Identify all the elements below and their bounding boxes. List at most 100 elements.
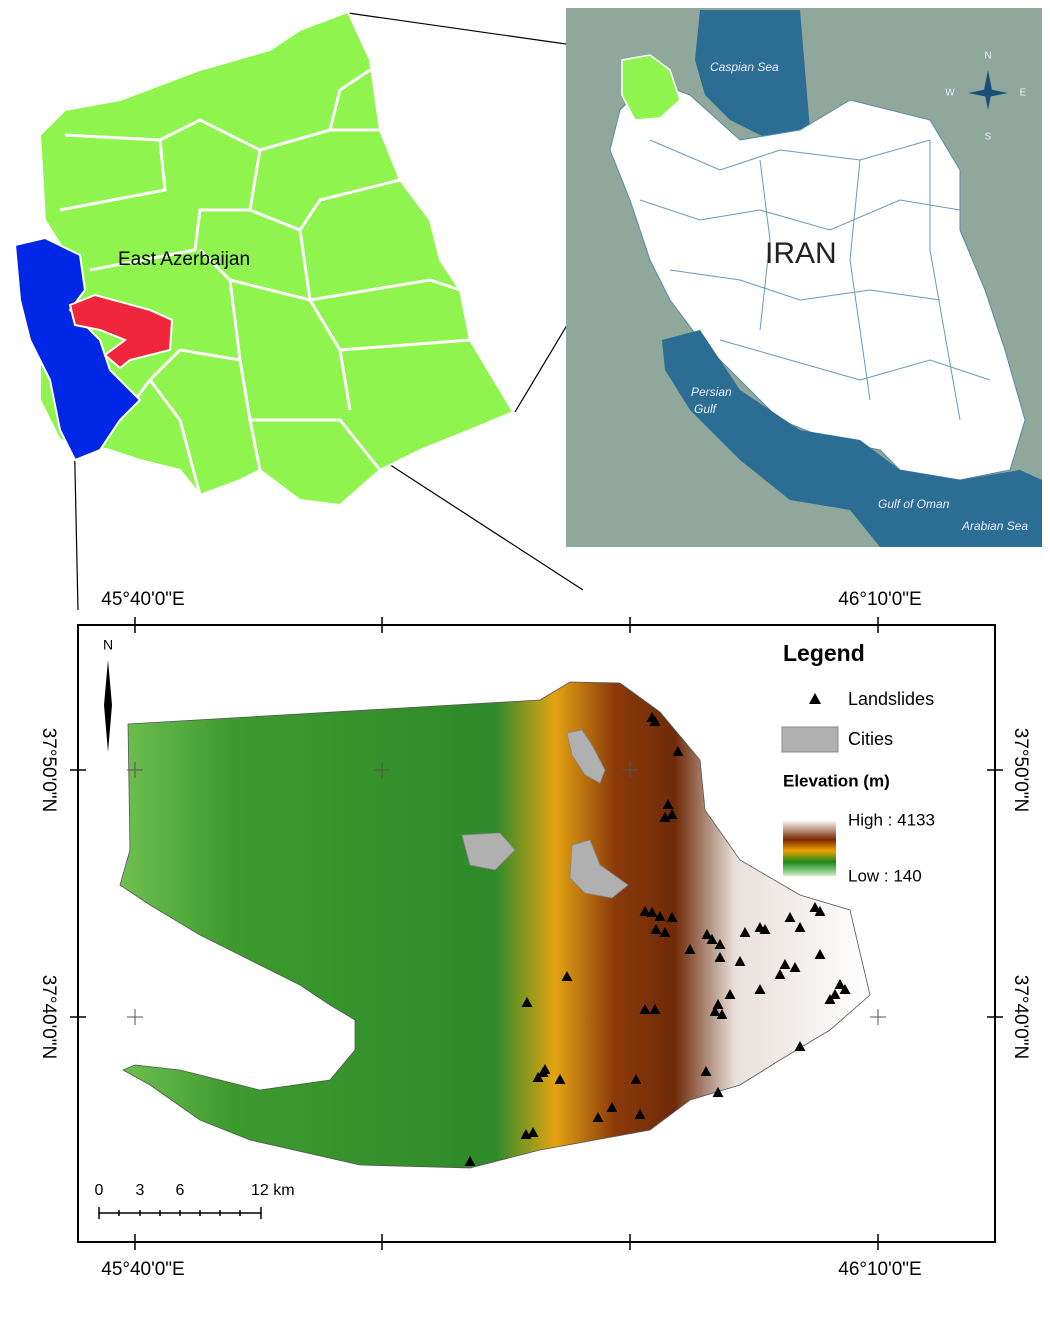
scale-line bbox=[98, 1207, 262, 1219]
north-arrow-shape bbox=[104, 660, 112, 752]
landslide bbox=[634, 1109, 646, 1119]
landslide bbox=[824, 994, 836, 1004]
sea-label: Caspian Sea bbox=[710, 60, 779, 74]
landslide bbox=[714, 952, 726, 962]
landslide bbox=[814, 906, 826, 916]
legend: Legend Landslides Cities Elevation (m) H… bbox=[781, 640, 935, 885]
iran-provinces bbox=[639, 139, 991, 421]
province-label: East Azerbaijan bbox=[118, 249, 250, 270]
longitude-label: 45°40'0"E bbox=[101, 589, 184, 610]
landslide bbox=[739, 927, 751, 937]
landslide bbox=[779, 959, 791, 969]
landslide bbox=[714, 939, 726, 949]
landslide bbox=[809, 902, 821, 912]
legend-landslide-symbol bbox=[809, 693, 821, 704]
landslide bbox=[839, 984, 851, 994]
compass-rose: N W E S bbox=[945, 51, 1026, 143]
compass-e: E bbox=[1020, 88, 1027, 99]
landslide bbox=[654, 911, 666, 921]
landslide bbox=[527, 1127, 539, 1137]
sea-label: Arabian Sea bbox=[961, 519, 1028, 533]
scale-label: 0 bbox=[95, 1182, 104, 1199]
legend-item: Landslides bbox=[848, 689, 934, 709]
landslide bbox=[532, 1072, 544, 1082]
cities bbox=[461, 729, 629, 899]
landslide bbox=[700, 1066, 712, 1076]
landslide bbox=[712, 1087, 724, 1097]
sea-label: Persian bbox=[691, 385, 732, 399]
landslide bbox=[639, 906, 651, 916]
landslide bbox=[701, 929, 713, 939]
longitude-label: 45°40'0"E bbox=[101, 1259, 184, 1280]
landslide bbox=[666, 912, 678, 922]
east-azerbaijan-highlight bbox=[621, 54, 681, 121]
landslide bbox=[592, 1112, 604, 1122]
study-area bbox=[68, 293, 174, 370]
north-label: N bbox=[103, 637, 113, 653]
blue-county bbox=[13, 236, 142, 462]
iran-land bbox=[609, 79, 1026, 481]
country-label: IRAN bbox=[765, 237, 837, 270]
landslide bbox=[794, 922, 806, 932]
caspian-sea bbox=[695, 10, 810, 140]
landslide bbox=[754, 984, 766, 994]
city bbox=[569, 839, 629, 899]
landslide bbox=[606, 1102, 618, 1112]
main-map: 45°40'0"E 46°10'0"E 45°40'0"E 46°10'0"E … bbox=[38, 589, 1031, 1280]
landslide bbox=[774, 969, 786, 979]
sea-label: Gulf of Oman bbox=[878, 497, 950, 511]
landslide bbox=[706, 934, 718, 944]
legend-elevation-title: Elevation (m) bbox=[783, 771, 890, 790]
latitude-label: 37°40'0"N bbox=[1010, 975, 1031, 1060]
landslide bbox=[650, 924, 662, 934]
landslide bbox=[649, 716, 661, 726]
landslide bbox=[829, 989, 841, 999]
landslide bbox=[672, 746, 684, 756]
landslide bbox=[539, 1064, 551, 1074]
scale-label: 6 bbox=[176, 1182, 185, 1199]
landslide bbox=[784, 912, 796, 922]
city bbox=[461, 832, 516, 871]
legend-title: Legend bbox=[783, 640, 865, 666]
landslide bbox=[521, 997, 533, 1007]
compass-w: W bbox=[945, 88, 955, 99]
landslide bbox=[646, 907, 658, 917]
legend-city-symbol bbox=[781, 726, 839, 753]
scale-label: 3 bbox=[136, 1182, 145, 1199]
latitude-label: 37°50'0"N bbox=[1010, 728, 1031, 813]
landslide bbox=[659, 927, 671, 937]
scale-bar: 0 3 6 12 km bbox=[95, 1182, 295, 1219]
longitude-label: 46°10'0"E bbox=[838, 589, 921, 610]
landslide bbox=[709, 1006, 721, 1016]
compass-s: S bbox=[985, 132, 992, 143]
landslide bbox=[630, 1074, 642, 1084]
landslide bbox=[666, 809, 678, 819]
landslide bbox=[561, 971, 573, 981]
landslide bbox=[649, 1004, 661, 1014]
landslide bbox=[639, 1004, 651, 1014]
landslide bbox=[759, 924, 771, 934]
district-borders bbox=[59, 68, 471, 496]
landslide bbox=[814, 949, 826, 959]
landslide bbox=[554, 1074, 566, 1084]
legend-item: Cities bbox=[848, 729, 893, 749]
latitude-label: 37°40'0"N bbox=[38, 975, 59, 1060]
landslide bbox=[684, 944, 696, 954]
elevation-surface bbox=[119, 681, 871, 1169]
province-map: East Azerbaijan bbox=[13, 10, 515, 507]
landslide bbox=[659, 812, 671, 822]
landslide bbox=[734, 956, 746, 966]
elevation-high: High : 4133 bbox=[848, 810, 935, 829]
landslide bbox=[794, 1041, 806, 1051]
landslide bbox=[789, 962, 801, 972]
landslide bbox=[464, 1156, 476, 1166]
elevation-ramp bbox=[783, 820, 836, 876]
sea-label: Gulf bbox=[694, 402, 718, 416]
iran-map: Caspian Sea Persian Gulf Gulf of Oman Ar… bbox=[566, 8, 1042, 547]
elevation-low: Low : 140 bbox=[848, 866, 922, 885]
landslide bbox=[724, 989, 736, 999]
landslide bbox=[716, 1009, 728, 1019]
north-arrow: N bbox=[103, 637, 113, 752]
latitude-label: 37°50'0"N bbox=[38, 728, 59, 813]
compass-n: N bbox=[984, 51, 991, 62]
